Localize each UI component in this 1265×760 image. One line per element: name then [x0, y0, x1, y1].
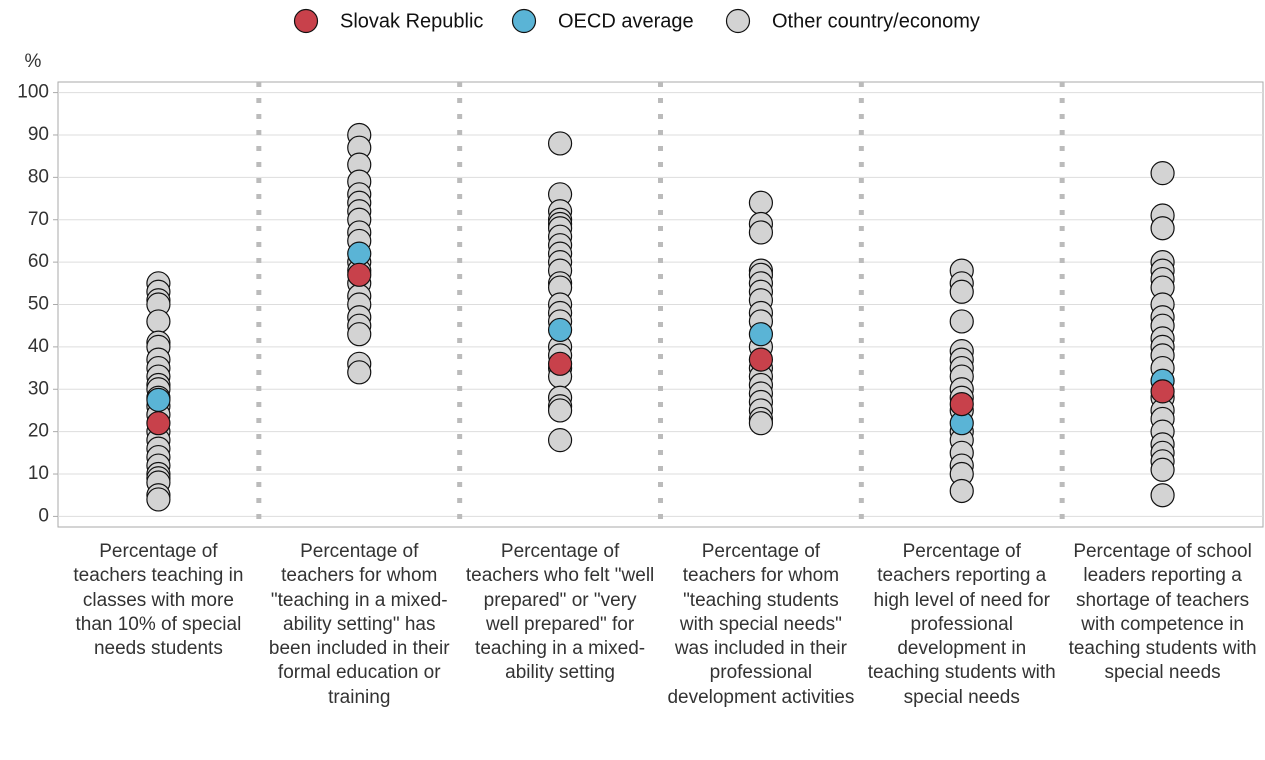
y-tick-label: 30: [28, 378, 49, 399]
dot: [1150, 161, 1175, 186]
dot: [949, 478, 974, 504]
dot: [1150, 457, 1175, 482]
y-tick-label: 20: [28, 421, 49, 442]
dot: [547, 398, 573, 423]
dot: [547, 428, 573, 453]
y-axis-label: %: [25, 51, 42, 72]
y-tick-label: 100: [17, 82, 49, 103]
dot: [949, 279, 974, 304]
legend-marker: [511, 8, 537, 34]
dot: [347, 322, 372, 347]
x-tick-label: Percentage of teachers reporting a high …: [867, 541, 1056, 708]
y-tick-label: 40: [28, 336, 49, 357]
dot: [1150, 483, 1175, 508]
dot: [748, 347, 774, 372]
y-tick-label: 0: [38, 505, 49, 526]
dot: [1150, 379, 1175, 404]
y-tick-label: 60: [28, 251, 49, 272]
dot: [347, 262, 372, 287]
dot: [347, 360, 372, 385]
dot: [748, 322, 774, 347]
dot: [748, 190, 774, 215]
y-tick-label: 10: [28, 463, 49, 484]
legend-label: Slovak Republic: [340, 10, 483, 32]
dot: [347, 241, 372, 266]
y-tick-label: 50: [28, 294, 49, 315]
dot: [146, 309, 171, 334]
x-tick-label: Percentage of teachers teaching in class…: [73, 541, 244, 660]
dot: [949, 309, 974, 334]
dot: [547, 131, 573, 156]
dot: [146, 387, 171, 412]
legend-label: OECD average: [558, 10, 694, 32]
x-tick-label: Percentage of teachers for whom "teachin…: [667, 541, 855, 708]
y-tick-label: 70: [28, 209, 49, 230]
legend-label: Other country/economy: [772, 10, 980, 32]
x-tick-label: Percentage of teachers for whom "teachin…: [268, 541, 450, 708]
dot: [748, 411, 774, 436]
y-tick-label: 90: [28, 124, 49, 145]
x-tick-label: Percentage of teachers who felt "well pr…: [465, 541, 655, 684]
legend-marker: [293, 8, 319, 34]
y-tick-label: 80: [28, 166, 49, 187]
x-tick-label: Percentage of school leaders reporting a…: [1068, 541, 1257, 684]
dot: [547, 317, 573, 343]
dot: [748, 220, 774, 245]
dot: [547, 351, 573, 376]
dot: [949, 391, 974, 417]
legend-marker: [725, 8, 751, 34]
dot: [1150, 216, 1175, 241]
dot: [146, 411, 171, 436]
dot: [146, 487, 171, 512]
